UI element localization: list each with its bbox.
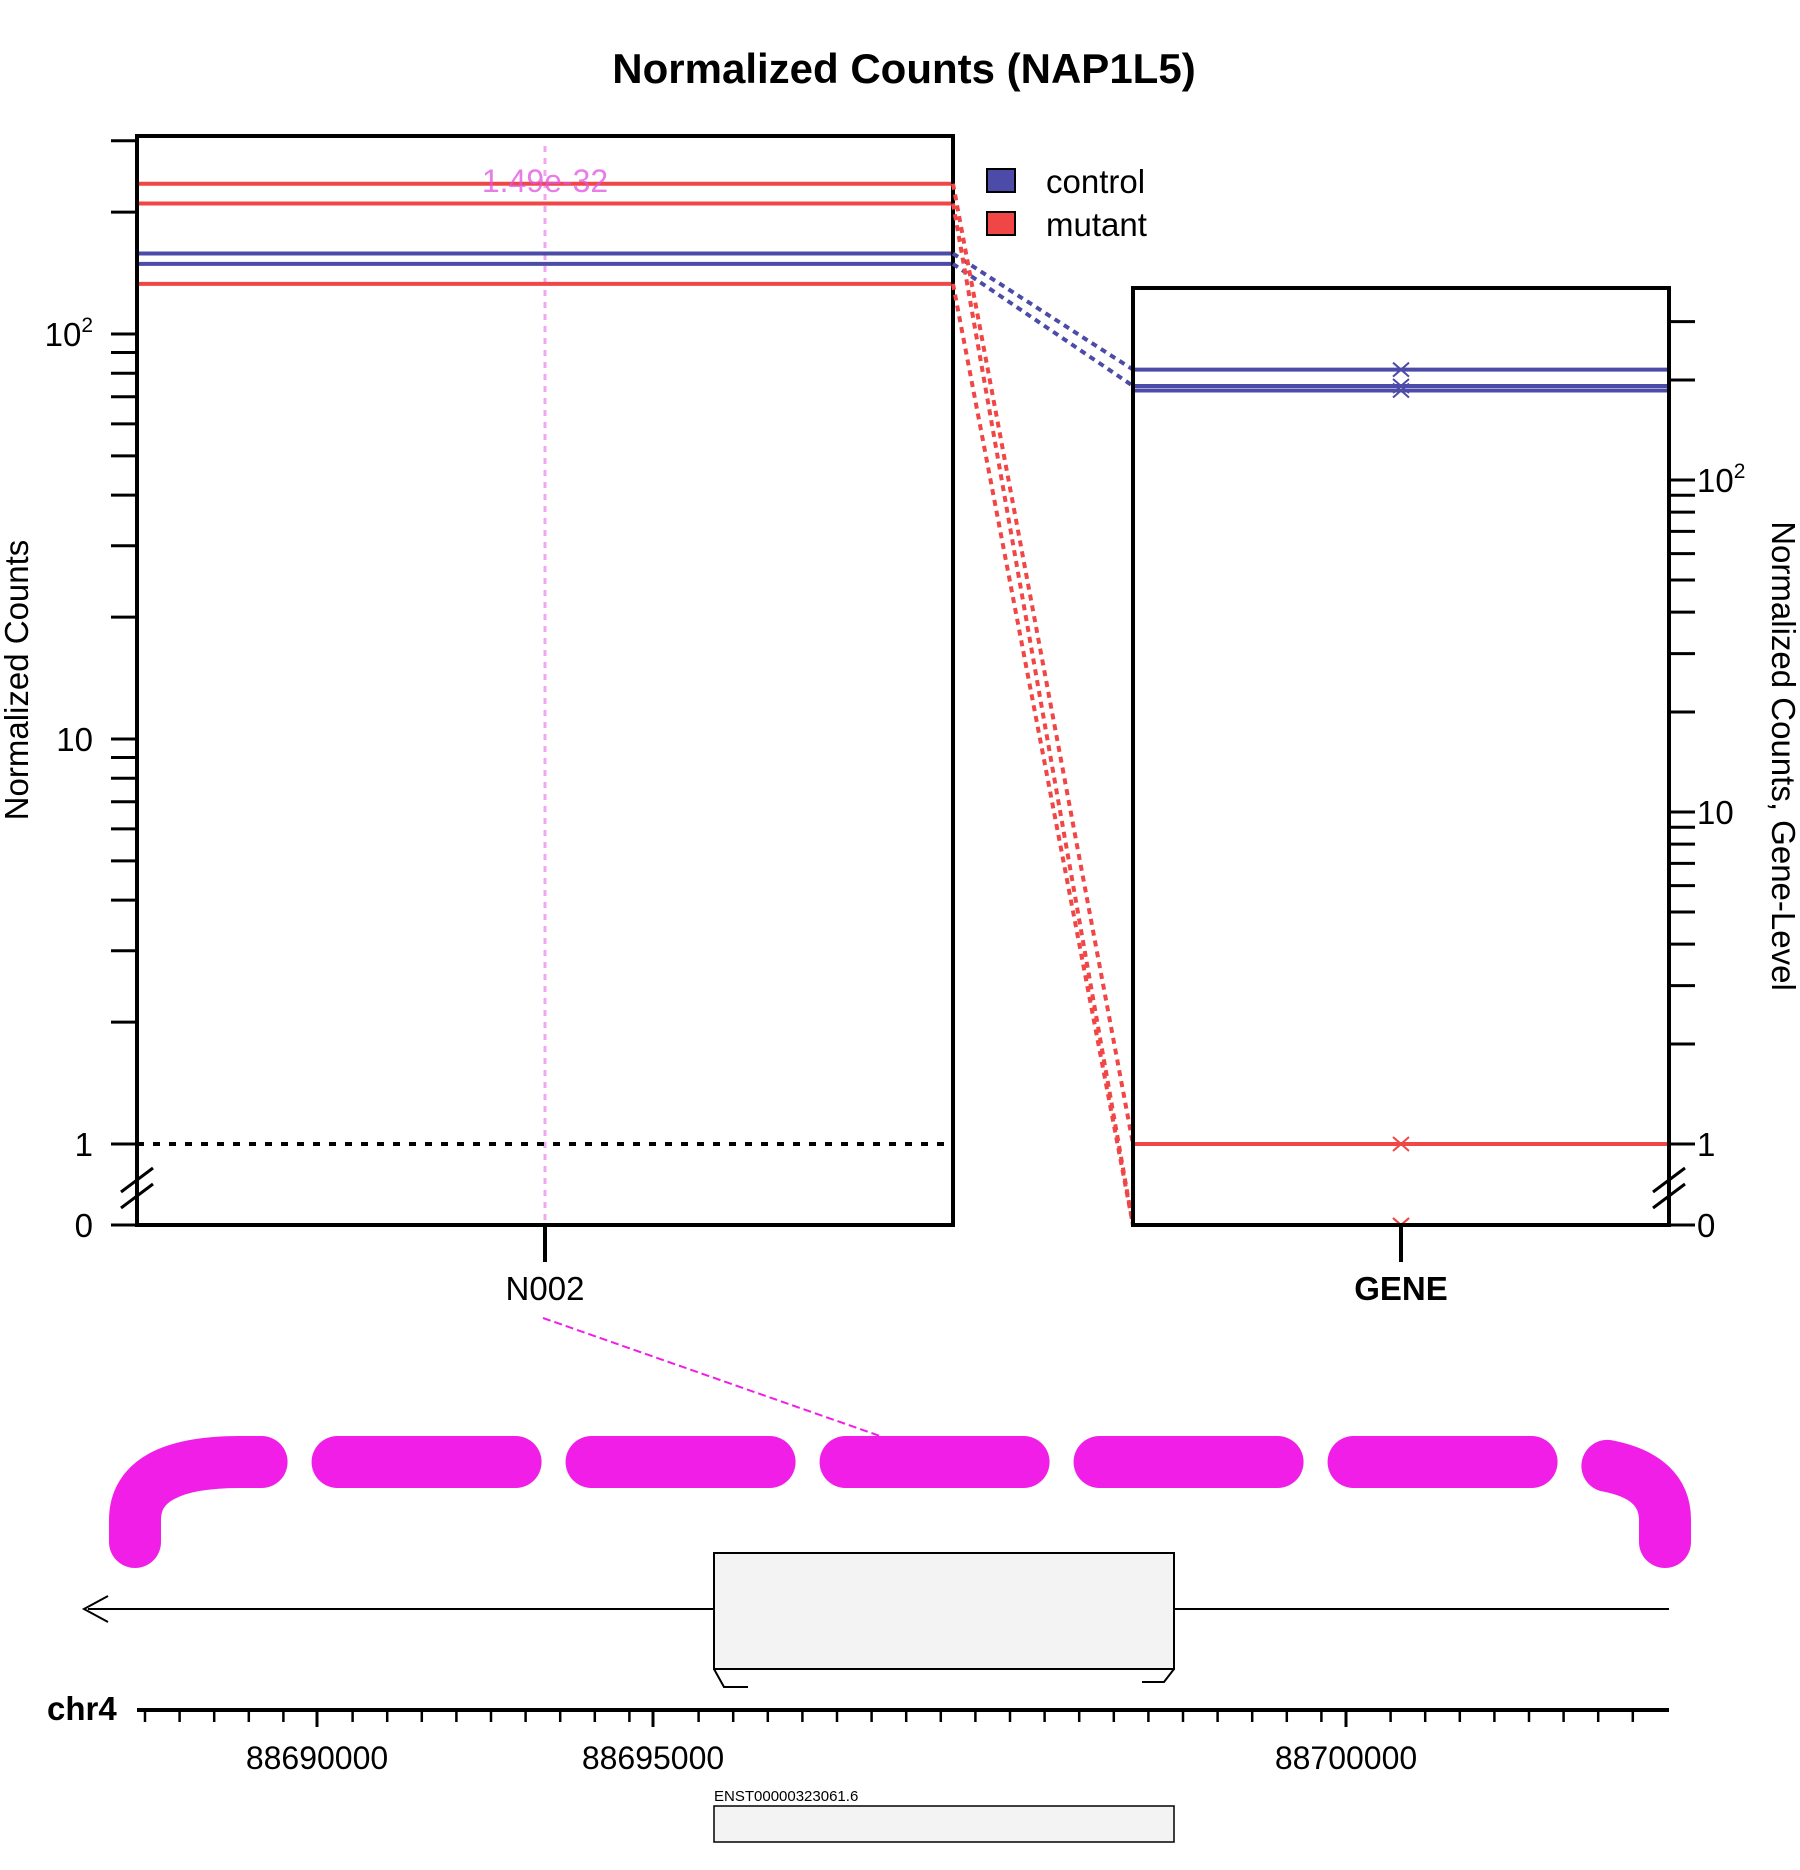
genome-tick-label-88695000: 88695000 [582, 1740, 724, 1776]
legend-label-mutant: mutant [1046, 206, 1147, 243]
right-y-axis-label: Normalized Counts, Gene-Level [1765, 521, 1800, 991]
left-y-break-mark [120, 1166, 154, 1194]
genome-axis: chr4 88690000 88695000 88700000 [47, 1690, 1669, 1776]
right-y-break-mark [1652, 1182, 1686, 1210]
junction-arc [109, 1436, 1691, 1568]
exon-bracket-left [713, 1668, 748, 1688]
transcript-name: ENST00000323061.6 [714, 1788, 858, 1805]
left-panel: 1.49e-32 0 1 10 102 Normalized Counts N002 [0, 134, 955, 1307]
right-y-axis: 0 1 10 102 [1652, 320, 1745, 1244]
connector-mutant-1 [951, 203, 1135, 1226]
left-series-lines [137, 181, 953, 286]
junction-track [109, 1317, 1691, 1568]
right-marker-mutant-2 [1392, 1217, 1410, 1225]
connector-control-1 [951, 262, 1135, 388]
connector-mutant-2 [951, 283, 1135, 1226]
legend: control mutant [986, 163, 1147, 243]
genome-tick-label-88700000: 88700000 [1275, 1740, 1417, 1776]
pvalue-label: 1.49e-32 [482, 163, 608, 199]
left-y-tick-label-1: 1 [75, 1126, 93, 1163]
chromosome-label: chr4 [47, 1690, 117, 1727]
right-y-tick-label-100: 102 [1697, 460, 1745, 499]
legend-swatch-control [986, 168, 1016, 193]
x-tick-label-n002: N002 [506, 1270, 585, 1307]
right-marker-control-2 [1392, 382, 1410, 399]
left-y-tick-label-10: 10 [56, 721, 93, 758]
right-series-lines [1133, 361, 1669, 1225]
right-marker-control-0 [1392, 361, 1410, 378]
left-y-break-mark [120, 1182, 154, 1210]
chart-title: Normalized Counts (NAP1L5) [612, 45, 1195, 92]
x-tick-label-gene: GENE [1354, 1270, 1448, 1307]
left-y-tick-label-100: 102 [45, 314, 93, 353]
panel-connector-lines [951, 183, 1135, 1226]
genome-axis-ticks [143, 1710, 1635, 1727]
gene-model [81, 1552, 1669, 1688]
exon-box [713, 1552, 1175, 1670]
junction-leader-line [542, 1317, 881, 1437]
legend-swatch-mutant [986, 211, 1016, 236]
genome-tick-label-88690000: 88690000 [246, 1740, 388, 1776]
strand-arrow-icon [81, 1595, 109, 1623]
right-marker-mutant-0 [1392, 1136, 1410, 1152]
left-y-axis: 0 1 10 102 [45, 139, 154, 1244]
right-y-break-mark [1652, 1166, 1686, 1194]
connector-mutant-0 [951, 183, 1135, 1145]
transcript-track: ENST00000323061.6 [713, 1788, 1175, 1843]
exon-bracket-right [1142, 1668, 1175, 1683]
right-panel-frame [1131, 286, 1671, 1227]
connector-control-0 [951, 251, 1135, 372]
right-panel: 0 1 10 102 Normalized Counts, Gene-Level GE… [1131, 286, 1800, 1307]
right-y-tick-label-10: 10 [1697, 794, 1734, 831]
left-y-axis-label: Normalized Counts [0, 540, 35, 821]
legend-label-control: control [1046, 163, 1145, 200]
left-y-tick-label-0: 0 [75, 1207, 93, 1244]
transcript-box [713, 1805, 1175, 1843]
right-y-tick-label-0: 0 [1697, 1207, 1715, 1244]
right-y-tick-label-1: 1 [1697, 1126, 1715, 1163]
